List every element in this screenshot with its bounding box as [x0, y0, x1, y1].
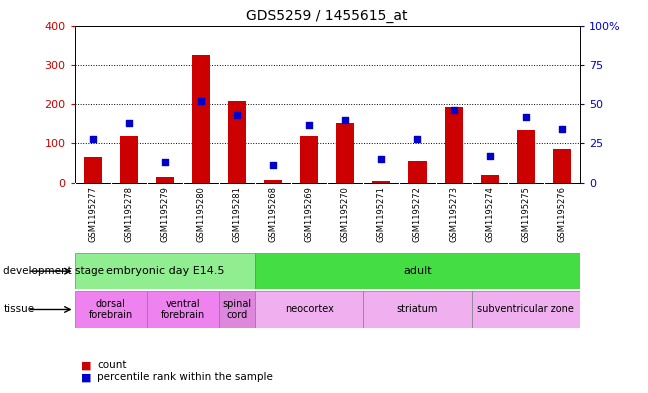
Bar	[255, 291, 364, 328]
Point	[196, 98, 206, 104]
Point	[304, 121, 314, 128]
Bar	[75, 253, 255, 289]
Text: GSM1195278: GSM1195278	[124, 186, 133, 242]
Bar	[373, 181, 390, 183]
Text: GSM1195280: GSM1195280	[196, 186, 205, 242]
Point	[520, 114, 531, 120]
Text: GSM1195270: GSM1195270	[341, 186, 350, 242]
Bar	[75, 291, 146, 328]
Bar	[300, 136, 318, 183]
Point	[557, 126, 567, 132]
Bar	[156, 177, 174, 183]
Text: adult: adult	[403, 266, 432, 276]
Bar	[219, 291, 255, 328]
Title: GDS5259 / 1455615_at: GDS5259 / 1455615_at	[246, 9, 408, 23]
Bar	[146, 291, 219, 328]
Bar	[553, 149, 571, 183]
Text: GSM1195268: GSM1195268	[268, 186, 277, 242]
Bar	[472, 291, 580, 328]
Text: count: count	[97, 360, 127, 371]
Text: GSM1195272: GSM1195272	[413, 186, 422, 242]
Text: GSM1195273: GSM1195273	[449, 186, 458, 242]
Text: GSM1195269: GSM1195269	[305, 186, 314, 242]
Text: GSM1195277: GSM1195277	[88, 186, 97, 242]
Point	[485, 153, 495, 159]
Text: spinal
cord: spinal cord	[222, 299, 251, 320]
Text: subventricular zone: subventricular zone	[478, 305, 574, 314]
Text: GSM1195271: GSM1195271	[377, 186, 386, 242]
Bar	[192, 55, 210, 183]
Bar	[517, 130, 535, 183]
Point	[268, 162, 278, 169]
Text: GSM1195275: GSM1195275	[521, 186, 530, 242]
Text: ■: ■	[81, 372, 91, 382]
Bar	[120, 136, 138, 183]
Text: development stage: development stage	[3, 266, 104, 276]
Bar	[364, 291, 472, 328]
Bar	[255, 253, 580, 289]
Point	[87, 136, 98, 142]
Text: ■: ■	[81, 360, 91, 371]
Bar	[228, 101, 246, 183]
Point	[232, 112, 242, 118]
Bar	[481, 175, 499, 183]
Bar	[445, 107, 463, 183]
Point	[376, 156, 387, 162]
Text: GSM1195276: GSM1195276	[557, 186, 566, 242]
Bar	[84, 157, 102, 183]
Point	[124, 120, 134, 126]
Text: GSM1195274: GSM1195274	[485, 186, 494, 242]
Bar	[264, 180, 282, 183]
Text: ventral
forebrain: ventral forebrain	[161, 299, 205, 320]
Bar	[408, 161, 426, 183]
Point	[340, 117, 351, 123]
Text: GSM1195281: GSM1195281	[233, 186, 242, 242]
Text: percentile rank within the sample: percentile rank within the sample	[97, 372, 273, 382]
Point	[448, 107, 459, 114]
Point	[159, 159, 170, 165]
Text: embryonic day E14.5: embryonic day E14.5	[106, 266, 224, 276]
Text: tissue: tissue	[3, 305, 34, 314]
Text: striatum: striatum	[397, 305, 438, 314]
Text: dorsal
forebrain: dorsal forebrain	[89, 299, 133, 320]
Point	[412, 136, 422, 142]
Bar	[336, 123, 354, 183]
Text: neocortex: neocortex	[284, 305, 334, 314]
Text: GSM1195279: GSM1195279	[160, 186, 169, 242]
